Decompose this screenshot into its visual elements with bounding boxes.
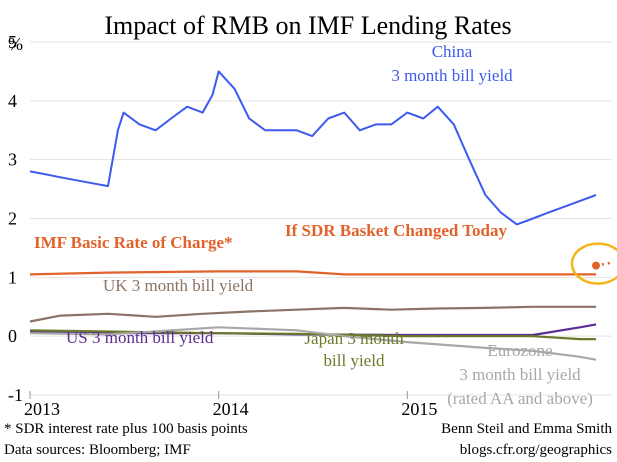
y-tick-label: 3	[8, 150, 17, 170]
y-tick-label: 4	[8, 91, 17, 111]
data-sources: Data sources: Bloomberg; IMF	[4, 442, 191, 458]
y-axis-ticks: 5 4 3 2 1 0 -1	[8, 32, 23, 405]
y-tick-label: 0	[8, 326, 17, 346]
eurozone-line	[29, 326, 597, 361]
uk-label: UK 3 month bill yield	[103, 276, 254, 295]
x-tick-label: 2015	[401, 399, 437, 419]
series-lines	[29, 70, 617, 361]
uk-line	[29, 305, 596, 323]
china-label-line2: 3 month bill yield	[391, 66, 513, 85]
japan-label-line1: Japan 3 month	[304, 329, 404, 348]
x-axis-ticks: 2013 2014 2015	[24, 391, 437, 419]
footnote: * SDR interest rate plus 100 basis point…	[4, 421, 248, 437]
china-label-line1: China	[432, 42, 473, 61]
y-tick-label: -1	[8, 385, 23, 405]
eurozone-label-line2: 3 month bill yield	[459, 365, 581, 384]
grid	[30, 41, 612, 396]
x-tick-label: 2014	[213, 399, 249, 419]
sdr-label: If SDR Basket Changed Today	[285, 221, 508, 240]
imf-label: IMF Basic Rate of Charge*	[34, 233, 233, 252]
x-tick-label: 2013	[24, 399, 60, 419]
imf-line	[29, 270, 596, 276]
us-label: US 3 month bill yield	[66, 328, 214, 347]
japan-label-line2: bill yield	[324, 351, 385, 370]
eurozone-label-line3: (rated AA and above)	[447, 389, 593, 408]
eurozone-label-line1: Eurozone	[487, 341, 552, 360]
us-line	[29, 323, 597, 337]
y-tick-label: 2	[8, 209, 17, 229]
y-tick-label: 1	[8, 267, 17, 287]
y-axis-unit: %	[8, 34, 23, 54]
sdr-projection-line	[595, 261, 613, 267]
credit-url: blogs.cfr.org/geographics	[460, 442, 612, 458]
credit-authors: Benn Steil and Emma Smith	[441, 421, 612, 437]
chart-title: Impact of RMB on IMF Lending Rates	[104, 11, 511, 40]
sdr-projection-point	[591, 261, 600, 270]
y-tick-label: 5	[8, 32, 17, 52]
china-line	[29, 70, 597, 226]
highlight-circle	[570, 242, 617, 285]
